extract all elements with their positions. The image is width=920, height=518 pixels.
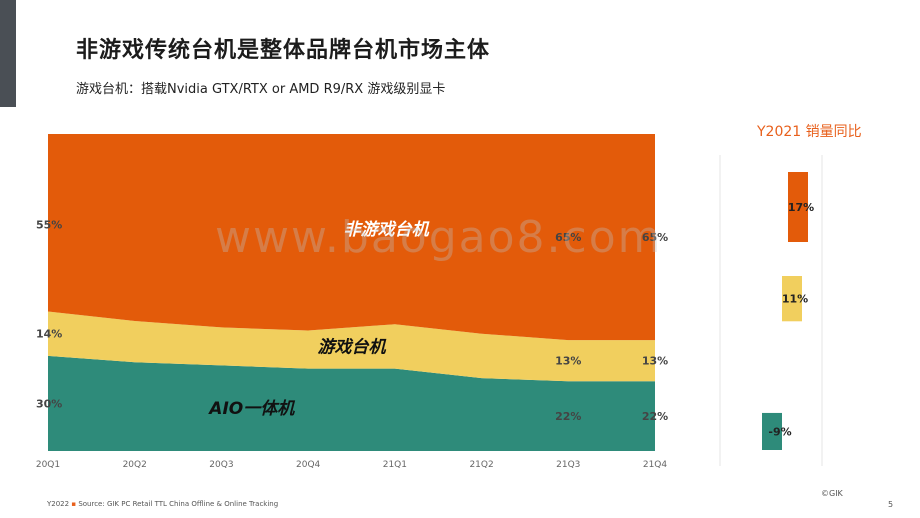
copyright: ©GIK <box>821 489 843 498</box>
series-label-gaming: 游戏台机 <box>318 337 387 357</box>
footer-bullet: ▪ <box>71 500 77 508</box>
data-label-aio: 30% <box>36 397 62 410</box>
watermark: www.baogao8.com <box>215 212 663 263</box>
x-tick-label: 21Q1 <box>383 460 407 470</box>
yoy-chart-title: Y2021 销量同比 <box>757 124 862 140</box>
data-label-aio: 22% <box>555 410 581 423</box>
yoy-bar-aio <box>762 412 782 450</box>
x-tick-label: 21Q3 <box>556 460 580 470</box>
series-label-aio: AIO一体机 <box>207 399 295 419</box>
yoy-bar-label-gaming: 11% <box>782 293 808 306</box>
x-tick-label: 20Q1 <box>36 460 60 470</box>
data-label-non_gaming: 55% <box>36 218 62 231</box>
slide-title: 非游戏传统台机是整体品牌台机市场主体 <box>76 38 491 63</box>
x-tick-label: 21Q4 <box>643 460 668 470</box>
x-tick-label: 20Q2 <box>123 460 147 470</box>
yoy-bar-label-aio: -9% <box>768 425 791 438</box>
data-label-non_gaming: 65% <box>555 231 581 244</box>
data-label-non_gaming: 65% <box>642 231 668 244</box>
data-label-gaming: 13% <box>642 355 668 368</box>
yoy-bar-gaming <box>782 276 802 322</box>
footer-year: Y2022 <box>47 500 70 508</box>
x-tick-label: 21Q2 <box>469 460 493 470</box>
data-label-gaming: 14% <box>36 328 62 341</box>
x-tick-label: 20Q4 <box>296 460 321 470</box>
area-non_gaming <box>48 134 655 341</box>
x-tick-label: 20Q3 <box>209 460 233 470</box>
area-aio <box>48 355 655 451</box>
footer-source: Y2022 ▪ Source: GIK PC Retail TTL China … <box>47 500 278 508</box>
data-label-gaming: 13% <box>555 355 581 368</box>
slide-subtitle: 游戏台机：搭载Nvidia GTX/RTX or AMD R9/RX 游戏级别显… <box>76 82 446 97</box>
sidebar-accent-bar <box>0 0 16 107</box>
footer-source-text: Source: GIK PC Retail TTL China Offline … <box>78 500 279 508</box>
series-label-non_gaming: 非游戏台机 <box>344 220 430 240</box>
page-number: 5 <box>888 500 894 509</box>
data-label-aio: 22% <box>642 410 668 423</box>
yoy-bar-non_gaming <box>788 172 808 242</box>
area-gaming <box>48 311 655 382</box>
yoy-bar-label-non_gaming: 17% <box>788 201 814 214</box>
